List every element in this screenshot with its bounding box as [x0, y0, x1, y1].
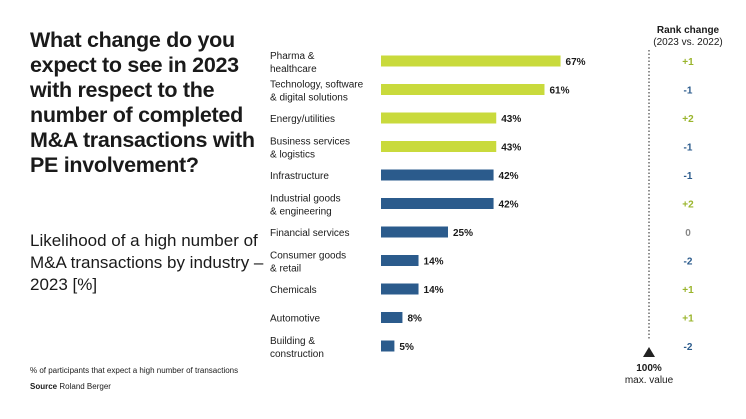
category-label: Building &	[270, 336, 315, 347]
category-label: Consumer goods	[270, 251, 346, 262]
bar	[381, 312, 403, 323]
chart-title: What change do you expect to see in 2023…	[30, 28, 255, 177]
bar-value-label: 61%	[549, 86, 569, 97]
rank-change-header: Rank change (2023 vs. 2022)	[640, 25, 736, 49]
rank-change-value: +1	[682, 314, 694, 325]
category-label: Business services	[270, 137, 350, 148]
bar-value-label: 67%	[566, 57, 586, 68]
bar-value-label: 8%	[407, 314, 422, 325]
bar	[381, 283, 419, 295]
rank-change-value: +2	[682, 114, 694, 125]
rank-change-value: +1	[682, 285, 694, 296]
source-line: Source Roland Berger	[30, 382, 111, 391]
rank-change-value: +2	[682, 200, 694, 211]
category-label: healthcare	[270, 64, 317, 75]
rank-change-value: -2	[684, 342, 693, 353]
category-label: Pharma &	[270, 51, 315, 62]
rank-change-value: +1	[682, 57, 694, 68]
chart-subtitle: Likelihood of a high number of M&A trans…	[30, 231, 264, 294]
bar	[381, 84, 545, 95]
rank-header-title: Rank change	[656, 25, 720, 36]
footnote: % of participants that expect a high num…	[30, 366, 239, 375]
bar-value-label: 14%	[424, 285, 444, 296]
bar-value-label: 5%	[399, 342, 414, 353]
bar-value-label: 43%	[501, 114, 521, 125]
rank-header-period: (2023 vs. 2022)	[653, 37, 723, 48]
category-label: Financial services	[270, 228, 349, 239]
category-label: construction	[270, 349, 324, 360]
bar	[381, 112, 497, 124]
bar-value-label: 42%	[499, 200, 519, 211]
rank-change-value: -1	[684, 171, 693, 182]
bar-value-label: 43%	[501, 143, 521, 154]
source-label: Source	[30, 382, 58, 391]
category-label: Industrial goods	[270, 194, 341, 205]
rank-change-value: -1	[684, 143, 693, 154]
max-value-percent: 100%	[636, 363, 662, 374]
category-label: Automotive	[270, 314, 320, 325]
category-label: & engineering	[270, 207, 332, 218]
max-value-marker-icon	[643, 347, 655, 357]
category-label: Infrastructure	[270, 171, 329, 182]
bar	[381, 340, 395, 352]
category-label: Energy/utilities	[270, 114, 335, 125]
max-value-label: max. value	[625, 375, 674, 386]
bar	[381, 169, 494, 181]
bar	[381, 226, 448, 238]
bar	[381, 198, 494, 209]
bar	[381, 141, 497, 152]
category-label: Chemicals	[270, 285, 317, 296]
source-value: Roland Berger	[59, 382, 111, 391]
category-label: & logistics	[270, 150, 315, 161]
category-label: & digital solutions	[270, 93, 348, 104]
bar-value-label: 42%	[499, 171, 519, 182]
category-label: Technology, software	[270, 80, 364, 91]
rank-change-value: 0	[685, 228, 691, 239]
rank-change-value: -1	[684, 86, 693, 97]
bar-value-label: 25%	[453, 228, 473, 239]
bar	[381, 55, 561, 67]
bar-value-label: 14%	[424, 257, 444, 268]
bar	[381, 255, 419, 266]
rank-change-value: -2	[684, 257, 693, 268]
category-label: & retail	[270, 264, 301, 275]
